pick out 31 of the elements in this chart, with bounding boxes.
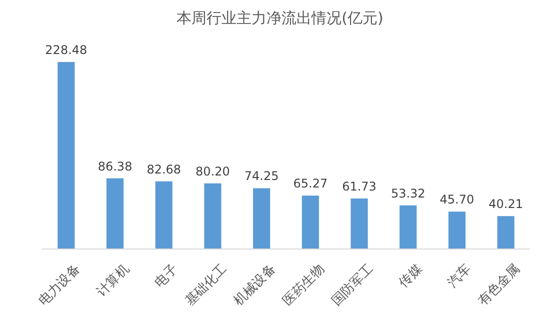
bar <box>253 188 270 249</box>
data-label: 65.27 <box>293 176 328 191</box>
x-tick-label: 计算机 <box>94 262 132 300</box>
data-label: 53.32 <box>390 186 426 200</box>
x-tick-label: 电力设备 <box>36 262 84 310</box>
x-tick-label: 汽车 <box>445 262 474 291</box>
x-tick-label: 医药生物 <box>280 262 328 310</box>
x-tick-label: 传媒 <box>396 262 426 291</box>
chart-title: 本周行业主力净流出情况(亿元) <box>176 9 384 27</box>
x-tick-label: 有色金属 <box>476 262 524 310</box>
data-label: 86.38 <box>98 159 132 174</box>
data-label: 61.73 <box>342 179 376 194</box>
data-label: 40.21 <box>488 197 523 212</box>
bar <box>106 178 124 249</box>
x-tick-label: 国防军工 <box>329 262 377 310</box>
x-tick-label: 电子 <box>152 262 182 291</box>
bar <box>448 212 466 249</box>
x-tick-label: 机械设备 <box>231 262 279 310</box>
bar <box>350 198 368 249</box>
bar <box>302 196 319 249</box>
x-tick-label: 基础化工 <box>182 262 230 310</box>
bar <box>497 216 514 249</box>
bar <box>400 205 417 249</box>
bar <box>155 181 172 249</box>
data-label: 80.20 <box>196 164 230 178</box>
bar <box>204 183 222 249</box>
data-label: 228.48 <box>45 43 88 57</box>
bar <box>58 62 75 249</box>
data-label: 45.70 <box>440 192 474 207</box>
data-label: 82.68 <box>146 162 182 176</box>
data-label: 74.25 <box>244 169 279 184</box>
